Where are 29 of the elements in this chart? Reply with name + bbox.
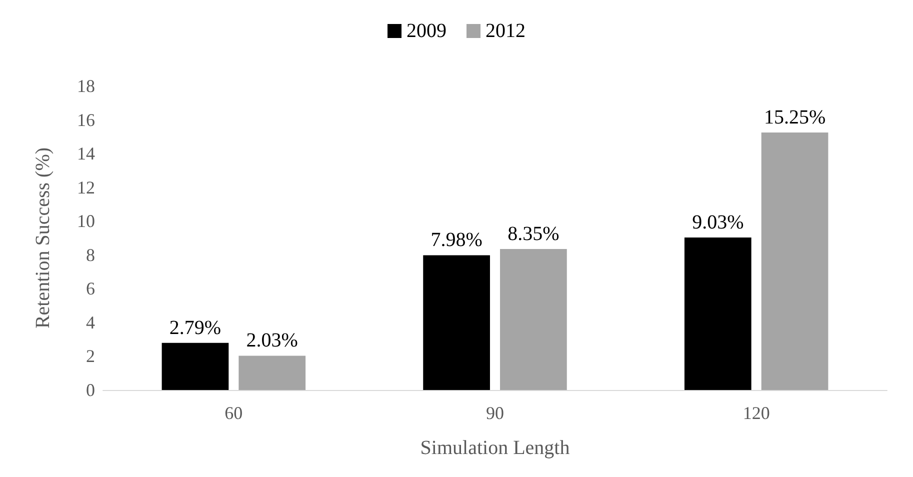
data-label: 7.98% — [430, 229, 482, 252]
data-label: 8.35% — [508, 222, 560, 245]
data-label: 2.79% — [169, 316, 222, 339]
y-tick-label: 6 — [86, 278, 95, 299]
y-tick-label: 0 — [86, 380, 95, 400]
bar — [238, 356, 306, 390]
data-label: 15.25% — [764, 106, 826, 128]
y-tick-label: 2 — [86, 346, 95, 366]
x-tick-label: 60 — [224, 403, 243, 423]
y-tick-label: 18 — [77, 76, 95, 96]
y-axis-title: Retention Success (%) — [32, 147, 54, 329]
y-tick-label: 16 — [77, 110, 95, 130]
x-tick-label: 90 — [486, 403, 504, 423]
bar — [500, 248, 567, 390]
y-tick-label: 10 — [77, 211, 95, 232]
legend-label: 2012 — [486, 20, 526, 42]
bar — [423, 255, 490, 390]
x-axis-title: Simulation Length — [420, 437, 570, 459]
data-label: 2.03% — [246, 330, 298, 352]
y-tick-label: 14 — [77, 144, 95, 164]
bar — [684, 237, 752, 390]
y-tick-label: 4 — [86, 312, 95, 332]
y-tick-label: 12 — [77, 177, 95, 198]
y-tick-label: 8 — [86, 244, 95, 265]
data-label: 9.03% — [692, 211, 744, 234]
bar — [162, 342, 229, 390]
x-tick-label: 120 — [742, 403, 770, 423]
legend-label: 2009 — [406, 20, 446, 42]
bar — [761, 132, 828, 390]
